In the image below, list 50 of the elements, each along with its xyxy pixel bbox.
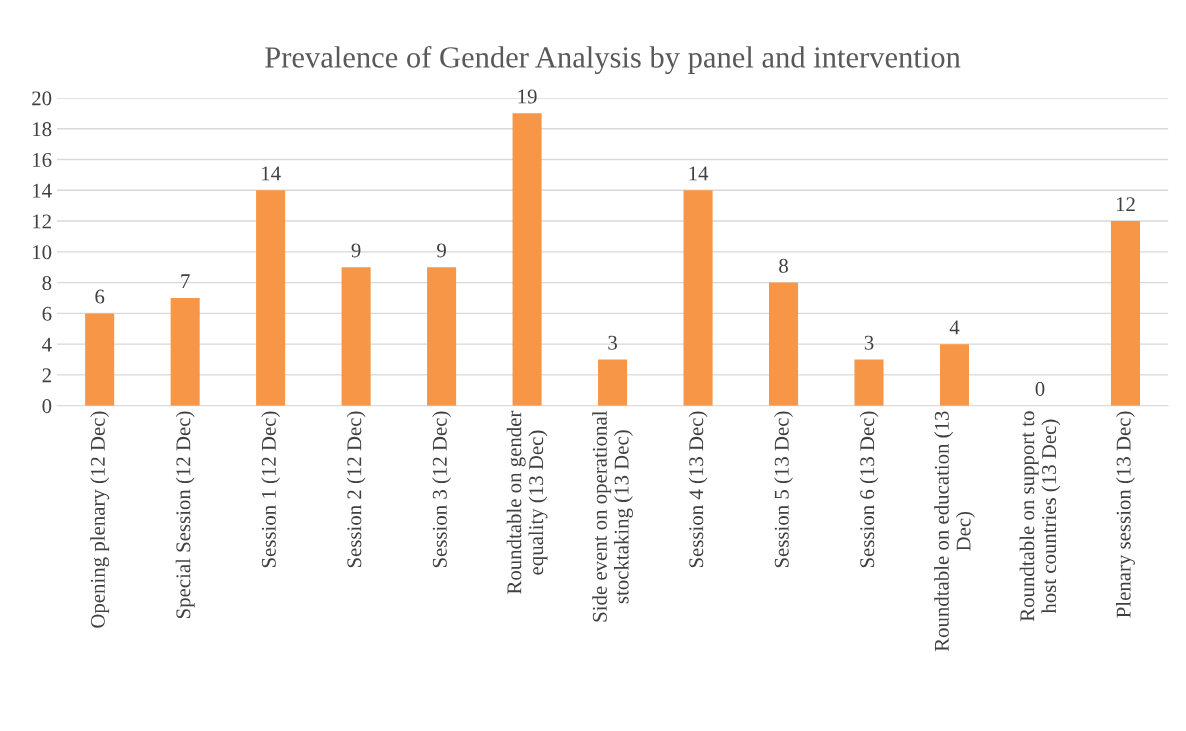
y-tick-label: 8 [42,275,52,291]
y-tick-label: 12 [33,214,51,229]
y-tick-label: 10 [33,245,52,260]
data-label: 3 [864,335,874,350]
data-label: 19 [518,89,537,104]
y-tick-label: 20 [32,91,52,106]
data-label: 8 [779,258,788,273]
data-label: 7 [181,274,190,288]
data-label: 14 [689,166,709,181]
y-tick-label: 6 [42,306,52,321]
data-label: 4 [949,320,960,335]
data-label: 0 [1035,381,1045,396]
bar [939,344,970,406]
data-label: 12 [1116,197,1135,212]
data-label: 6 [95,289,105,304]
data-label: 9 [437,243,446,258]
x-tick-label: Side event on operational stocktaking (13 Dec) [592,410,633,622]
bar [170,297,200,406]
x-tick-label: Roundtable on gender equality (13 Dec) [506,410,548,594]
x-tick-label: Opening plenary (12 Dec) [90,411,110,628]
x-tick-label: Session 5 (13 Dec) [774,411,793,568]
y-tick-label: 4 [42,337,52,352]
y-tick-label: 16 [33,152,52,167]
chart-title: Prevalence of Gender Analysis by panel and intervention [265,45,961,74]
bar [341,267,371,406]
bar [85,313,115,406]
x-tick-label: Roundtable on education (13 Dec) [934,411,975,652]
bar [256,190,286,406]
bar [512,113,542,406]
bar [1110,221,1140,406]
bar [854,359,884,406]
data-label: 9 [351,243,361,258]
y-tick-label: 0 [42,399,52,414]
x-tick-label: Session 6 (13 Dec) [859,411,879,568]
x-tick-label: Session 2 (12 Dec) [346,411,366,568]
x-tick-label: Session 3 (12 Dec) [432,411,452,568]
x-tick-label: Session 4 (13 Dec) [688,411,708,568]
data-label: 14 [262,166,281,181]
bar [769,282,799,406]
x-tick-label: Roundtable on support to host countries (13 Dec) [1019,411,1061,622]
y-tick-label: 18 [33,122,52,137]
x-tick-label: Plenary session (13 Dec) [1115,411,1135,618]
data-label: 3 [608,335,617,350]
x-tick-label: Special Session (12 Dec) [175,411,195,619]
bar [598,359,628,406]
y-tick-label: 2 [42,368,51,383]
x-tick-label: Session 1 (12 Dec) [261,411,281,568]
bar [683,190,713,406]
bar [427,267,457,406]
y-tick-label: 14 [33,183,52,198]
